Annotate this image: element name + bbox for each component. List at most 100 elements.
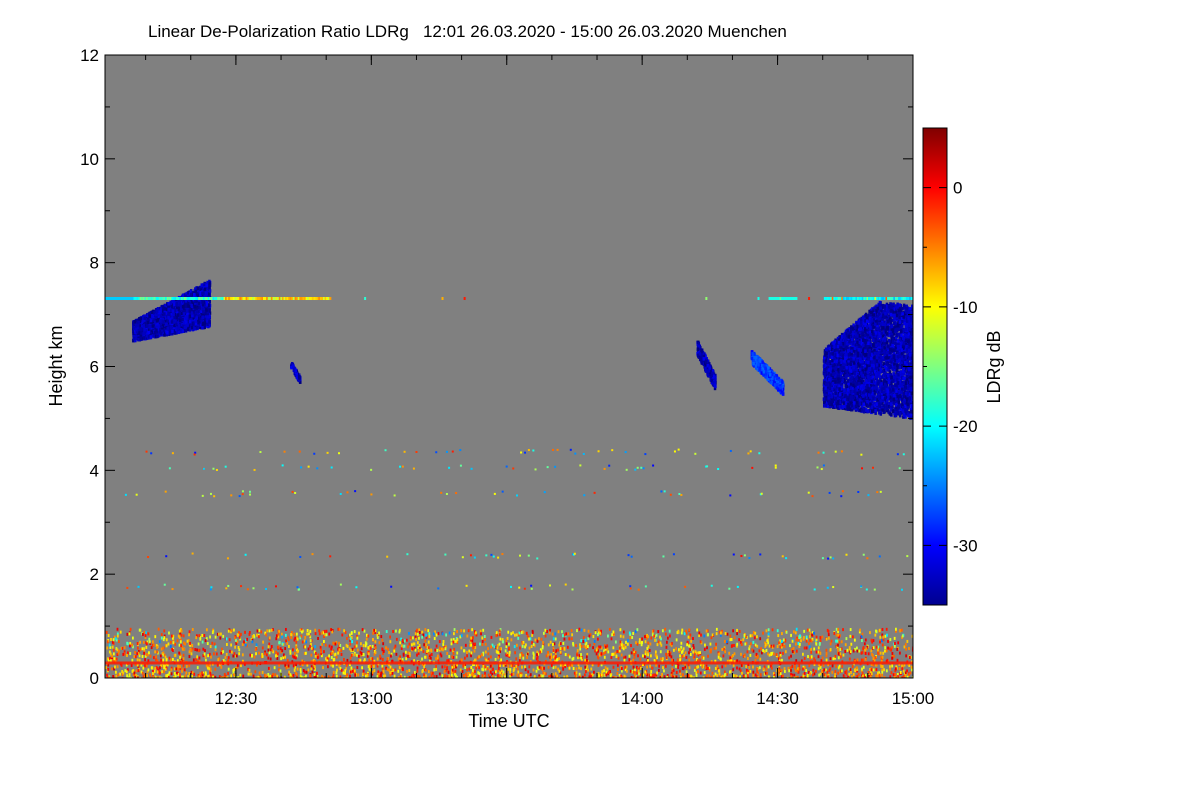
cloud-pixel xyxy=(141,327,144,332)
cloud-pixel xyxy=(166,326,169,331)
cloud-pixel xyxy=(868,313,871,317)
cloud-pixel xyxy=(179,329,183,333)
cloud-pixel xyxy=(187,321,191,326)
cloud-pixel xyxy=(207,324,210,329)
cloud-pixel xyxy=(190,307,193,312)
cloud-pixel xyxy=(196,305,200,310)
cloud-pixel xyxy=(772,373,775,378)
cloud-pixel xyxy=(146,320,150,325)
cloud-pixel xyxy=(875,389,878,394)
cloud-pixel xyxy=(755,361,759,365)
cloud-pixel xyxy=(195,326,199,330)
cloud-pixel xyxy=(177,298,181,303)
cloud-pixel xyxy=(191,306,195,311)
cloud-pixel xyxy=(160,319,163,324)
cloud-pixel xyxy=(761,363,764,368)
cloud-pixel xyxy=(208,300,211,304)
cloud-pixel xyxy=(180,308,184,313)
cloud-pixel xyxy=(190,303,193,308)
cloud-pixel xyxy=(156,321,159,326)
cloud-pixel xyxy=(779,385,782,390)
cloud-pixel xyxy=(294,368,298,373)
cloud-pixel xyxy=(172,326,176,330)
cloud-pixel xyxy=(758,357,762,362)
cloud-pixel xyxy=(297,378,301,382)
cloud-pixel xyxy=(704,354,707,359)
cloud-pixel xyxy=(773,383,777,387)
cloud-pixel xyxy=(773,377,776,382)
cloud-pixel xyxy=(775,386,779,390)
cloud-pixel xyxy=(155,324,158,328)
cloud-pixel xyxy=(208,308,211,312)
cloud-pixel xyxy=(825,373,829,377)
cloud-pixel xyxy=(186,304,190,308)
cirrus-patch-4 xyxy=(750,350,785,396)
chart-title: Linear De-Polarization Ratio LDRg 12:01 … xyxy=(148,22,787,42)
cloud-pixel xyxy=(178,318,182,323)
cloud-pixel xyxy=(133,334,136,339)
cloud-pixel xyxy=(179,315,182,320)
cloud-pixel xyxy=(179,322,182,326)
cloud-pixel xyxy=(155,315,158,320)
cloud-pixel xyxy=(781,387,784,392)
cloud-pixel xyxy=(147,330,151,335)
cloud-pixel xyxy=(699,356,702,361)
cloud-pixel xyxy=(208,315,211,319)
cloud-pixel xyxy=(295,372,298,376)
cloud-pixel xyxy=(702,354,706,359)
cloud-pixel xyxy=(198,303,202,308)
cloud-pixel xyxy=(884,362,887,367)
cloud-pixel xyxy=(773,375,777,380)
cloud-pixel xyxy=(713,386,717,391)
cloud-pixel xyxy=(207,318,211,322)
cloud-pixel xyxy=(183,325,187,330)
cloud-pixel xyxy=(187,290,190,295)
cloud-pixel xyxy=(205,301,208,305)
cloud-pixel xyxy=(199,325,202,330)
cloud-pixel xyxy=(146,317,150,322)
cloud-pixel xyxy=(168,327,171,331)
cloud-pixel xyxy=(182,321,186,325)
cloud-pixel xyxy=(207,292,211,296)
cloud-pixel xyxy=(908,377,912,381)
cloud-pixel xyxy=(144,331,148,336)
cloud-pixel xyxy=(185,292,189,297)
cloud-pixel xyxy=(148,325,152,329)
cloud-pixel xyxy=(706,363,710,368)
cloud-pixel xyxy=(148,327,151,332)
cloud-pixel xyxy=(203,321,207,326)
cloud-pixel xyxy=(166,311,169,315)
cloud-pixel xyxy=(896,302,899,307)
cloud-pixel xyxy=(707,371,710,375)
cloud-pixel xyxy=(169,331,173,335)
cloud-pixel xyxy=(889,302,892,306)
chart-subtitle: 12:01 26.03.2020 - 15:00 26.03.2020 Muen… xyxy=(422,22,787,41)
cloud-pixel xyxy=(878,377,882,382)
cloud-pixel xyxy=(781,383,784,388)
cloud-pixel xyxy=(163,333,166,337)
cloud-pixel xyxy=(754,364,758,368)
cloud-pixel xyxy=(186,306,189,310)
cloud-pixel xyxy=(197,314,200,318)
cloud-pixel xyxy=(161,324,165,328)
cloud-pixel xyxy=(157,317,160,322)
cloud-pixel xyxy=(700,351,703,356)
cloud-pixel xyxy=(190,299,193,303)
cloud-pixel xyxy=(203,290,207,295)
cloud-pixel xyxy=(183,301,187,305)
cloud-pixel xyxy=(192,321,195,325)
cloud-pixel xyxy=(184,292,187,297)
cloud-pixel xyxy=(173,308,177,313)
cloud-pixel xyxy=(769,379,772,384)
cloud-pixel xyxy=(762,370,766,374)
cloud-pixel xyxy=(204,311,207,316)
cloud-pixel xyxy=(779,388,782,392)
cloud-pixel xyxy=(750,356,754,361)
cloud-pixel xyxy=(698,349,701,354)
cloud-pixel xyxy=(198,286,201,290)
cloud-pixel xyxy=(198,307,202,312)
cloud-pixel xyxy=(189,292,193,297)
cloud-pixel xyxy=(167,304,170,309)
cloud-pixel xyxy=(134,324,138,329)
cloud-pixel xyxy=(778,379,782,383)
